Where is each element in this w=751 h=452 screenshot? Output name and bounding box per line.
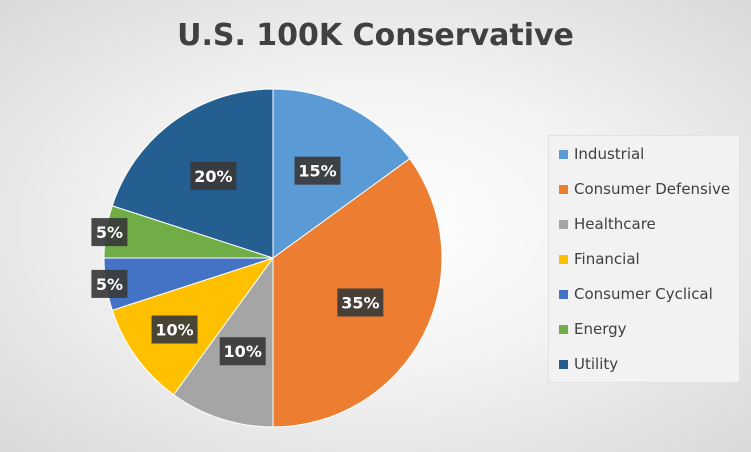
legend-item-energy: Energy (559, 319, 627, 339)
data-label-box (219, 337, 266, 366)
legend-item-consumer-cyclical: Consumer Cyclical (559, 284, 713, 304)
data-label: 15% (294, 156, 341, 185)
legend-label: Utility (574, 355, 619, 373)
legend-swatch (559, 184, 568, 194)
pie-slice-industrial (272, 88, 411, 259)
data-label-text: 20% (194, 167, 232, 186)
data-label-box (151, 315, 198, 344)
legend-swatch (559, 254, 568, 264)
data-label-text: 35% (341, 294, 379, 313)
data-label-text: 5% (96, 223, 123, 242)
legend-item-healthcare: Healthcare (559, 214, 656, 234)
data-label-text: 10% (224, 342, 262, 361)
data-label-box (91, 218, 128, 247)
data-label-box (91, 269, 128, 298)
data-label-box (294, 156, 341, 185)
legend: Industrial Consumer Defensive Healthcare Fi… (548, 135, 740, 383)
legend-item-financial: Financial (559, 249, 640, 269)
legend-swatch (559, 289, 568, 299)
data-label: 10% (219, 337, 266, 366)
chart-title: U.S. 100K Conservative (177, 18, 574, 53)
data-label: 5% (91, 218, 128, 247)
legend-label: Healthcare (574, 215, 656, 233)
data-label-box (190, 161, 237, 190)
data-label-text: 10% (155, 321, 193, 340)
legend-label: Industrial (574, 145, 645, 163)
data-label: 35% (337, 288, 384, 317)
legend-label: Energy (574, 320, 627, 338)
legend-swatch (559, 359, 568, 369)
data-label-text: 5% (96, 275, 123, 294)
data-label: 10% (151, 315, 198, 344)
legend-label: Consumer Cyclical (574, 285, 713, 303)
legend-swatch (559, 324, 568, 334)
data-label: 5% (91, 269, 128, 298)
legend-swatch (559, 219, 568, 229)
legend-label: Financial (574, 250, 640, 268)
legend-label: Consumer Defensive (574, 180, 731, 198)
data-label-box (337, 288, 384, 317)
legend-item-industrial: Industrial (559, 144, 644, 164)
legend-item-consumer-defensive: Consumer Defensive (559, 179, 730, 199)
data-label: 20% (190, 161, 237, 190)
legend-item-utility: Utility (559, 354, 618, 374)
legend-swatch (559, 149, 568, 159)
data-label-text: 15% (298, 162, 336, 181)
